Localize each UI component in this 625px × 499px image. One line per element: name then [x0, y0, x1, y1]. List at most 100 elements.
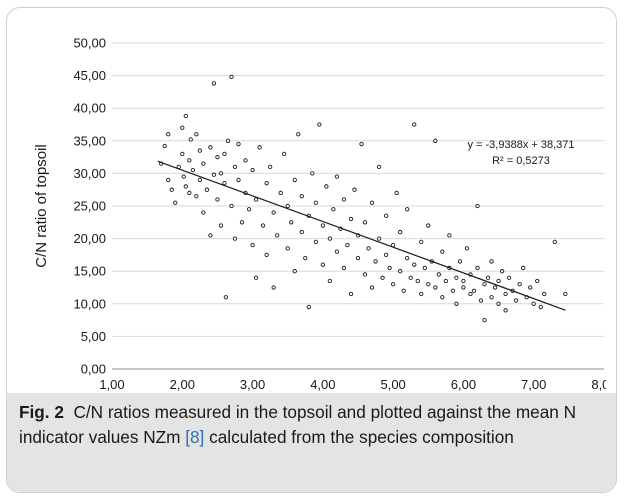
data-point [390, 282, 396, 287]
data-point [383, 213, 389, 218]
data-point [496, 301, 501, 306]
data-point [503, 308, 508, 313]
data-point [239, 220, 245, 225]
data-point [454, 275, 459, 280]
data-point [440, 295, 445, 300]
data-point [299, 194, 304, 199]
data-point [271, 210, 276, 215]
data-point [447, 233, 452, 238]
data-point [243, 158, 248, 163]
data-point [285, 246, 290, 251]
data-point [489, 295, 494, 300]
data-point [517, 282, 522, 287]
data-point [552, 239, 557, 245]
data-point [415, 278, 420, 284]
data-point [387, 265, 392, 271]
data-point [355, 256, 361, 261]
data-point [208, 145, 213, 150]
x-tick-label: 7,00 [521, 377, 546, 392]
data-point [373, 259, 378, 264]
data-point [232, 236, 238, 241]
caption-text-end: calculated from the species composition [209, 427, 514, 447]
data-point [348, 291, 354, 297]
data-point [303, 256, 308, 261]
x-tick-label: 2,00 [170, 377, 195, 392]
data-point [223, 295, 229, 300]
data-point [292, 269, 297, 274]
trendline [157, 160, 566, 311]
data-point [180, 125, 185, 130]
scatter-chart: 0,00 5,00 10,00 15,00 20,00 25,00 30,00 35,00 40… [33, 36, 606, 393]
data-point [408, 275, 413, 280]
data-point [334, 174, 340, 179]
data-point [398, 269, 403, 274]
data-point [320, 262, 326, 267]
data-point [369, 200, 375, 205]
data-point [264, 252, 269, 258]
data-point [296, 132, 301, 137]
data-point [327, 236, 333, 241]
data-point [253, 197, 259, 202]
x-tick-label: 6,00 [451, 377, 476, 392]
data-point [468, 291, 473, 297]
data-point [359, 141, 364, 147]
data-point [292, 177, 297, 183]
figure-frame: 0,00 5,00 10,00 15,00 20,00 25,00 30,00 35,00 40… [6, 7, 617, 493]
data-point [327, 278, 333, 284]
data-point [194, 194, 199, 199]
data-point [236, 141, 241, 147]
data-point [482, 282, 487, 287]
data-point [506, 275, 512, 280]
data-point [331, 207, 336, 212]
data-point [345, 242, 350, 248]
data-point [513, 298, 519, 303]
data-point [187, 158, 192, 163]
x-tick-label: 3,00 [240, 377, 265, 392]
data-point [369, 285, 375, 290]
data-point [482, 317, 487, 323]
data-point [282, 151, 287, 156]
data-point [162, 143, 167, 149]
caption-label: Fig. 2 [19, 402, 64, 422]
data-point [489, 259, 494, 264]
data-point [376, 236, 382, 241]
caption-reference-link[interactable]: [8] [185, 427, 205, 447]
data-point [440, 249, 445, 254]
x-tick-label: 5,00 [380, 377, 405, 392]
data-point [181, 174, 186, 179]
data-point [362, 220, 368, 225]
data-point [426, 223, 431, 228]
y-tick-label: 5,00 [81, 329, 106, 344]
data-point [201, 210, 206, 215]
data-point [450, 288, 456, 293]
data-point [503, 291, 508, 297]
data-point [412, 122, 417, 127]
data-point [376, 164, 382, 170]
y-tick-label: 45,00 [73, 68, 106, 83]
data-point [412, 262, 417, 267]
y-tick-label: 25,00 [73, 199, 106, 214]
data-point [215, 197, 220, 202]
data-point [236, 177, 241, 183]
data-point [436, 272, 441, 277]
caption-text: C/N ratios measured in the topsoil and p… [19, 402, 576, 447]
data-point [461, 278, 466, 284]
chart-area: 0,00 5,00 10,00 15,00 20,00 25,00 30,00 35,00 40… [26, 27, 606, 392]
data-point [433, 285, 438, 290]
data-point [383, 252, 389, 258]
data-point [306, 304, 311, 310]
data-point [173, 200, 178, 205]
data-point [180, 151, 185, 156]
data-point [166, 132, 171, 137]
data-point [264, 181, 269, 186]
x-tick-label: 4,00 [310, 377, 335, 392]
data-point [461, 285, 466, 290]
y-tick-label: 30,00 [73, 166, 106, 181]
data-point [215, 154, 220, 160]
data-point [310, 171, 315, 176]
trendline-equation: y = -3,9388x + 38,371 [467, 139, 574, 151]
data-point [394, 190, 399, 196]
data-point [405, 207, 410, 212]
data-point [313, 200, 318, 205]
data-point [457, 259, 463, 264]
